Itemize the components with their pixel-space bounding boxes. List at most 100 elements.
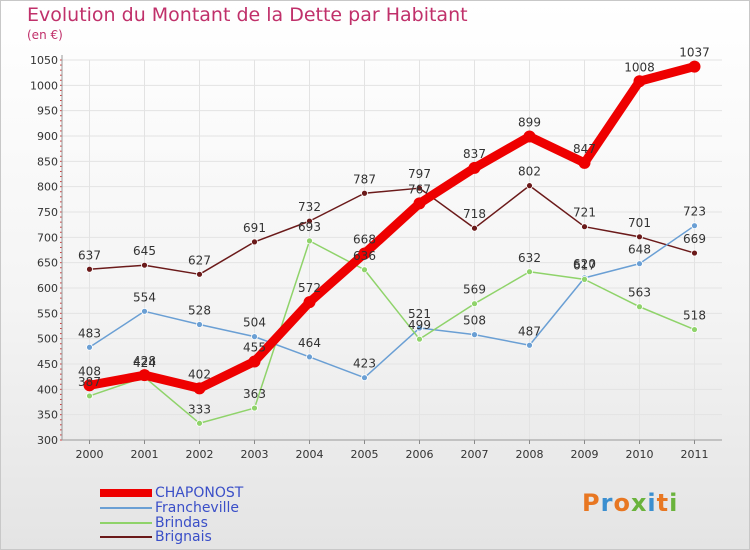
data-label: 499 — [408, 318, 431, 332]
data-label: 669 — [683, 232, 706, 246]
data-point-brindas — [196, 419, 203, 427]
legend-item-brindas: Brindas — [100, 515, 208, 531]
data-label: 387 — [78, 375, 101, 389]
x-tick-label: 2004 — [296, 448, 324, 461]
y-tick-label: 850 — [37, 155, 58, 168]
data-point-brindas — [581, 275, 588, 283]
x-tick-label: 2002 — [186, 448, 214, 461]
x-tick-label: 2011 — [681, 448, 709, 461]
data-point-brignais — [471, 224, 478, 232]
y-tick-label: 950 — [37, 105, 58, 118]
data-label: 518 — [683, 309, 706, 323]
data-label: 693 — [298, 220, 321, 234]
y-tick-label: 600 — [37, 282, 58, 295]
data-point-brignais — [526, 182, 533, 190]
x-tick-label: 2001 — [131, 448, 159, 461]
data-label: 691 — [243, 221, 266, 235]
legend-label: Brignais — [155, 529, 212, 545]
y-tick-label: 800 — [37, 181, 58, 194]
proxiti-logo: Proxiti — [582, 489, 678, 517]
logo-letter: i — [669, 489, 679, 517]
logo-letter: t — [656, 489, 670, 517]
data-point-brindas — [361, 266, 368, 274]
data-label: 333 — [188, 402, 211, 416]
data-point-chaponost — [413, 197, 426, 210]
data-point-brignais — [196, 270, 203, 278]
x-tick-label: 2006 — [406, 448, 434, 461]
logo-letter: i — [647, 489, 657, 517]
x-tick-label: 2007 — [461, 448, 489, 461]
data-point-brignais — [581, 223, 588, 231]
data-label: 483 — [78, 326, 101, 340]
data-label: 721 — [573, 206, 596, 220]
x-tick-label: 2008 — [516, 448, 544, 461]
data-label: 636 — [353, 249, 376, 263]
data-point-francheville — [471, 331, 478, 339]
data-label: 508 — [463, 314, 486, 328]
data-label: 363 — [243, 387, 266, 401]
logo-letter: P — [582, 489, 601, 517]
legend-label: CHAPONOST — [155, 485, 244, 501]
data-point-chaponost — [248, 355, 261, 368]
y-tick-label: 700 — [37, 231, 58, 244]
data-point-brignais — [141, 261, 148, 269]
data-point-chaponost — [358, 247, 371, 260]
series-line-chaponost — [85, 62, 699, 393]
logo-letter: r — [600, 489, 614, 517]
data-label: 620 — [573, 257, 596, 271]
data-point-brignais — [306, 217, 313, 225]
unit-label: (en €) — [27, 28, 63, 42]
data-point-francheville — [691, 222, 698, 230]
y-tick-label: 350 — [37, 409, 58, 422]
data-point-brindas — [636, 303, 643, 311]
data-point-brindas — [306, 237, 313, 245]
legend-item-francheville: Francheville — [100, 500, 239, 516]
data-label: 423 — [353, 357, 376, 371]
data-label: 563 — [628, 286, 651, 300]
legend-swatch — [100, 489, 152, 497]
data-label: 455 — [243, 340, 266, 354]
y-tick-label: 400 — [37, 383, 58, 396]
y-tick-label: 650 — [37, 257, 58, 270]
data-point-brindas — [691, 326, 698, 333]
data-point-chaponost — [688, 60, 701, 73]
y-tick-label: 500 — [37, 333, 58, 346]
data-point-francheville — [361, 374, 368, 382]
data-label: 637 — [78, 248, 101, 262]
data-label: 464 — [298, 336, 321, 350]
data-label: 627 — [188, 253, 211, 267]
data-label: 767 — [408, 182, 431, 196]
data-label: 723 — [683, 205, 706, 219]
data-point-francheville — [196, 321, 203, 328]
data-label: 632 — [518, 251, 541, 265]
data-label: 701 — [628, 216, 651, 230]
data-point-brignais — [361, 189, 368, 197]
x-tick-label: 2003 — [241, 448, 269, 461]
data-label: 648 — [628, 243, 651, 257]
y-tick-label: 750 — [37, 206, 58, 219]
series-line-brindas — [88, 240, 696, 425]
data-label: 797 — [408, 167, 431, 181]
legend-swatch — [100, 536, 152, 538]
legend-item-chaponost: CHAPONOST — [100, 485, 243, 501]
legend-swatch — [100, 522, 152, 524]
data-label: 424 — [133, 356, 156, 370]
data-label: 802 — [518, 165, 541, 179]
data-point-francheville — [636, 260, 643, 268]
data-point-brignais — [251, 238, 258, 246]
data-label: 1037 — [679, 46, 710, 60]
data-label: 487 — [518, 324, 541, 338]
data-point-francheville — [416, 324, 423, 332]
data-label: 428 — [133, 354, 156, 368]
data-point-brindas — [471, 300, 478, 308]
data-label: 402 — [188, 367, 211, 381]
data-point-brignais — [636, 233, 643, 241]
logo-letter: x — [630, 489, 648, 517]
data-point-francheville — [306, 353, 313, 361]
data-point-brindas — [416, 335, 423, 343]
data-label: 521 — [408, 307, 431, 321]
data-point-chaponost — [523, 130, 536, 143]
data-label: 617 — [573, 258, 596, 272]
